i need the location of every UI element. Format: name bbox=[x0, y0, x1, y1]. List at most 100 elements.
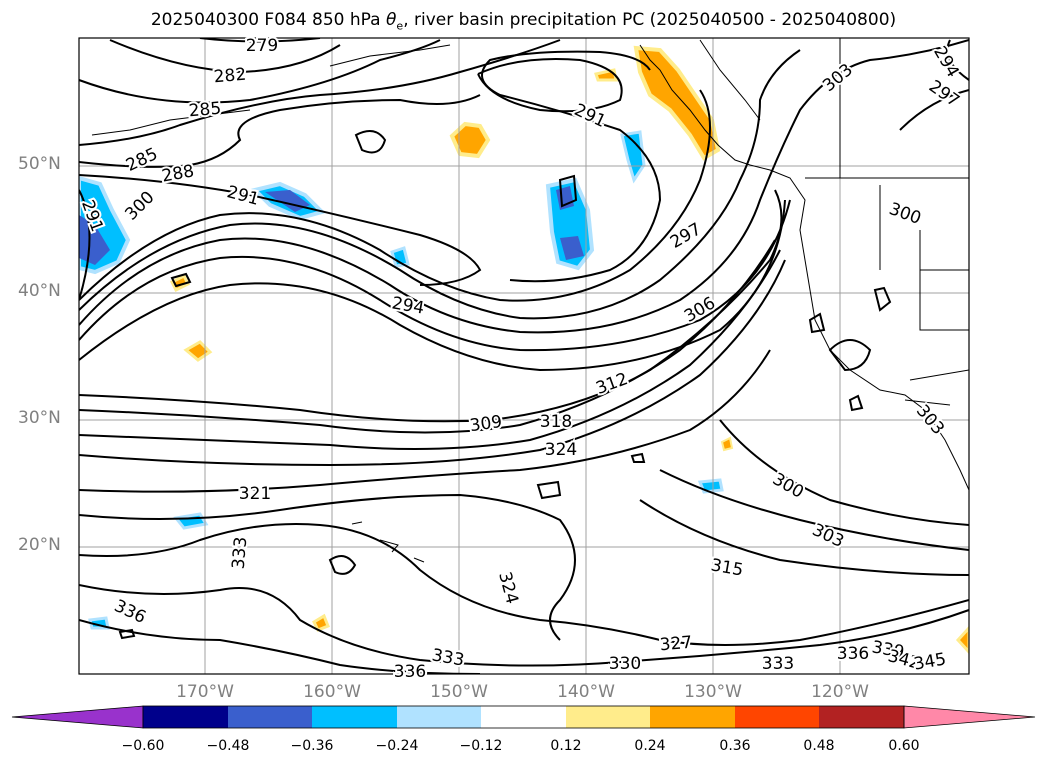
contour-label: 279 bbox=[246, 36, 278, 56]
contour-318 bbox=[79, 259, 786, 467]
colorbar-tick-label: 0.48 bbox=[803, 738, 835, 754]
contour-label: 333 bbox=[762, 654, 794, 674]
contour-closed bbox=[873, 286, 892, 312]
negative-anomaly-small bbox=[390, 246, 410, 268]
colorbar-swatch bbox=[481, 706, 566, 728]
negative-anomaly-small bbox=[620, 130, 646, 184]
contour-label: 303 bbox=[912, 401, 948, 439]
positive-anomaly-small bbox=[312, 613, 330, 632]
negative-anomaly-small bbox=[173, 512, 209, 530]
negative-anomaly-west-core bbox=[79, 215, 110, 265]
positive-anomaly-small bbox=[720, 436, 734, 452]
contour-label: 324 bbox=[494, 570, 522, 607]
lon-label-170w: 170°W bbox=[176, 682, 234, 702]
contour-315 bbox=[79, 249, 781, 450]
colorbar-frame bbox=[142, 705, 905, 729]
gridlines bbox=[79, 38, 969, 674]
contour-291 bbox=[79, 174, 482, 286]
contour-label: 330 bbox=[609, 654, 641, 674]
contour-label: 300 bbox=[886, 199, 923, 229]
colorbar-tick-label: −0.36 bbox=[290, 738, 334, 754]
colorbar-tick-label: 0.36 bbox=[719, 738, 751, 754]
colorbar-tick-label: −0.48 bbox=[206, 738, 250, 754]
colorbar-tick-label: 0.24 bbox=[634, 738, 666, 754]
contour-297 bbox=[79, 49, 801, 320]
contour-closed bbox=[630, 452, 646, 463]
contour-303-east bbox=[659, 469, 969, 551]
positive-anomaly-small bbox=[594, 68, 618, 82]
contour-label: 282 bbox=[213, 65, 247, 88]
contour-label: 285 bbox=[188, 99, 222, 122]
lat-label-40n: 40°N bbox=[18, 281, 61, 301]
colorbar-tick-label: −0.60 bbox=[121, 738, 165, 754]
contour-closed bbox=[536, 480, 562, 500]
contour-291 bbox=[481, 50, 662, 283]
contour-312 bbox=[79, 239, 776, 434]
colorbar-swatch bbox=[819, 706, 904, 728]
colorbar-swatch bbox=[143, 706, 228, 728]
negative-anomaly-central-core bbox=[560, 236, 584, 260]
contour-315-east bbox=[639, 499, 969, 576]
colorbar-tick-label: −0.12 bbox=[459, 738, 503, 754]
colorbar-extend-min bbox=[11, 705, 144, 729]
contour-label: 315 bbox=[709, 555, 744, 580]
plot-frame bbox=[78, 37, 970, 675]
contour-label: 309 bbox=[469, 412, 504, 436]
positive-anomaly-small bbox=[183, 340, 213, 362]
lon-label-130w: 130°W bbox=[684, 682, 742, 702]
contour-label: 336 bbox=[394, 662, 426, 682]
contour-306 bbox=[79, 199, 786, 372]
lat-label-50n: 50°N bbox=[18, 154, 61, 174]
contour-label: 300 bbox=[121, 187, 158, 224]
contour-333 bbox=[79, 619, 481, 674]
colorbar bbox=[11, 705, 1036, 729]
contour-300-east bbox=[719, 419, 969, 526]
contour-324 bbox=[79, 493, 576, 641]
contour-279 bbox=[199, 38, 321, 43]
contour-303 bbox=[79, 199, 791, 352]
lon-label-140w: 140°W bbox=[557, 682, 615, 702]
contour-label: 318 bbox=[540, 412, 572, 432]
contour-327 bbox=[79, 523, 969, 646]
contour-closed bbox=[477, 57, 623, 113]
contour-label: 324 bbox=[545, 440, 577, 460]
lon-label-160w: 160°W bbox=[303, 682, 361, 702]
contour-label: 291 bbox=[571, 100, 609, 132]
contour-291-west bbox=[79, 189, 91, 301]
theta-e-contours bbox=[79, 38, 969, 674]
colorbar-swatch bbox=[312, 706, 397, 728]
contour-300 bbox=[79, 39, 969, 334]
contour-label: 297 bbox=[667, 219, 705, 253]
contour-closed bbox=[558, 174, 578, 208]
lat-label-20n: 20°N bbox=[18, 535, 61, 555]
contour-288 bbox=[79, 94, 481, 168]
colorbar-swatch bbox=[650, 706, 735, 728]
contour-label: 288 bbox=[160, 161, 195, 186]
colorbar-tick-label: 0.60 bbox=[888, 738, 920, 754]
contour-label: 312 bbox=[593, 369, 630, 399]
contour-right bbox=[946, 39, 969, 81]
contour-closed bbox=[328, 555, 357, 575]
positive-anomaly-pacific bbox=[449, 121, 491, 159]
lon-label-120w: 120°W bbox=[811, 682, 869, 702]
contour-label: 285 bbox=[123, 144, 161, 176]
contour-label: 300 bbox=[769, 469, 807, 503]
contour-closed bbox=[808, 312, 826, 334]
contour-closed bbox=[848, 394, 864, 412]
colorbar-swatch bbox=[228, 706, 312, 728]
contour-label: 321 bbox=[239, 484, 271, 504]
colorbar-tick-label: −0.24 bbox=[375, 738, 419, 754]
contour-330 bbox=[79, 584, 969, 667]
contour-321 bbox=[79, 349, 771, 493]
contour-label: 336 bbox=[837, 644, 869, 664]
map-title: 2025040300 F084 850 hPa θe, river basin … bbox=[150, 10, 897, 33]
contour-label: 333 bbox=[430, 645, 465, 670]
contour-285 bbox=[79, 39, 441, 104]
contour-closed bbox=[828, 339, 872, 372]
contour-closed bbox=[170, 272, 192, 288]
colorbar-swatch bbox=[735, 706, 819, 728]
contour-label: 294 bbox=[390, 293, 425, 318]
colorbar-tick-label: 0.12 bbox=[550, 738, 582, 754]
